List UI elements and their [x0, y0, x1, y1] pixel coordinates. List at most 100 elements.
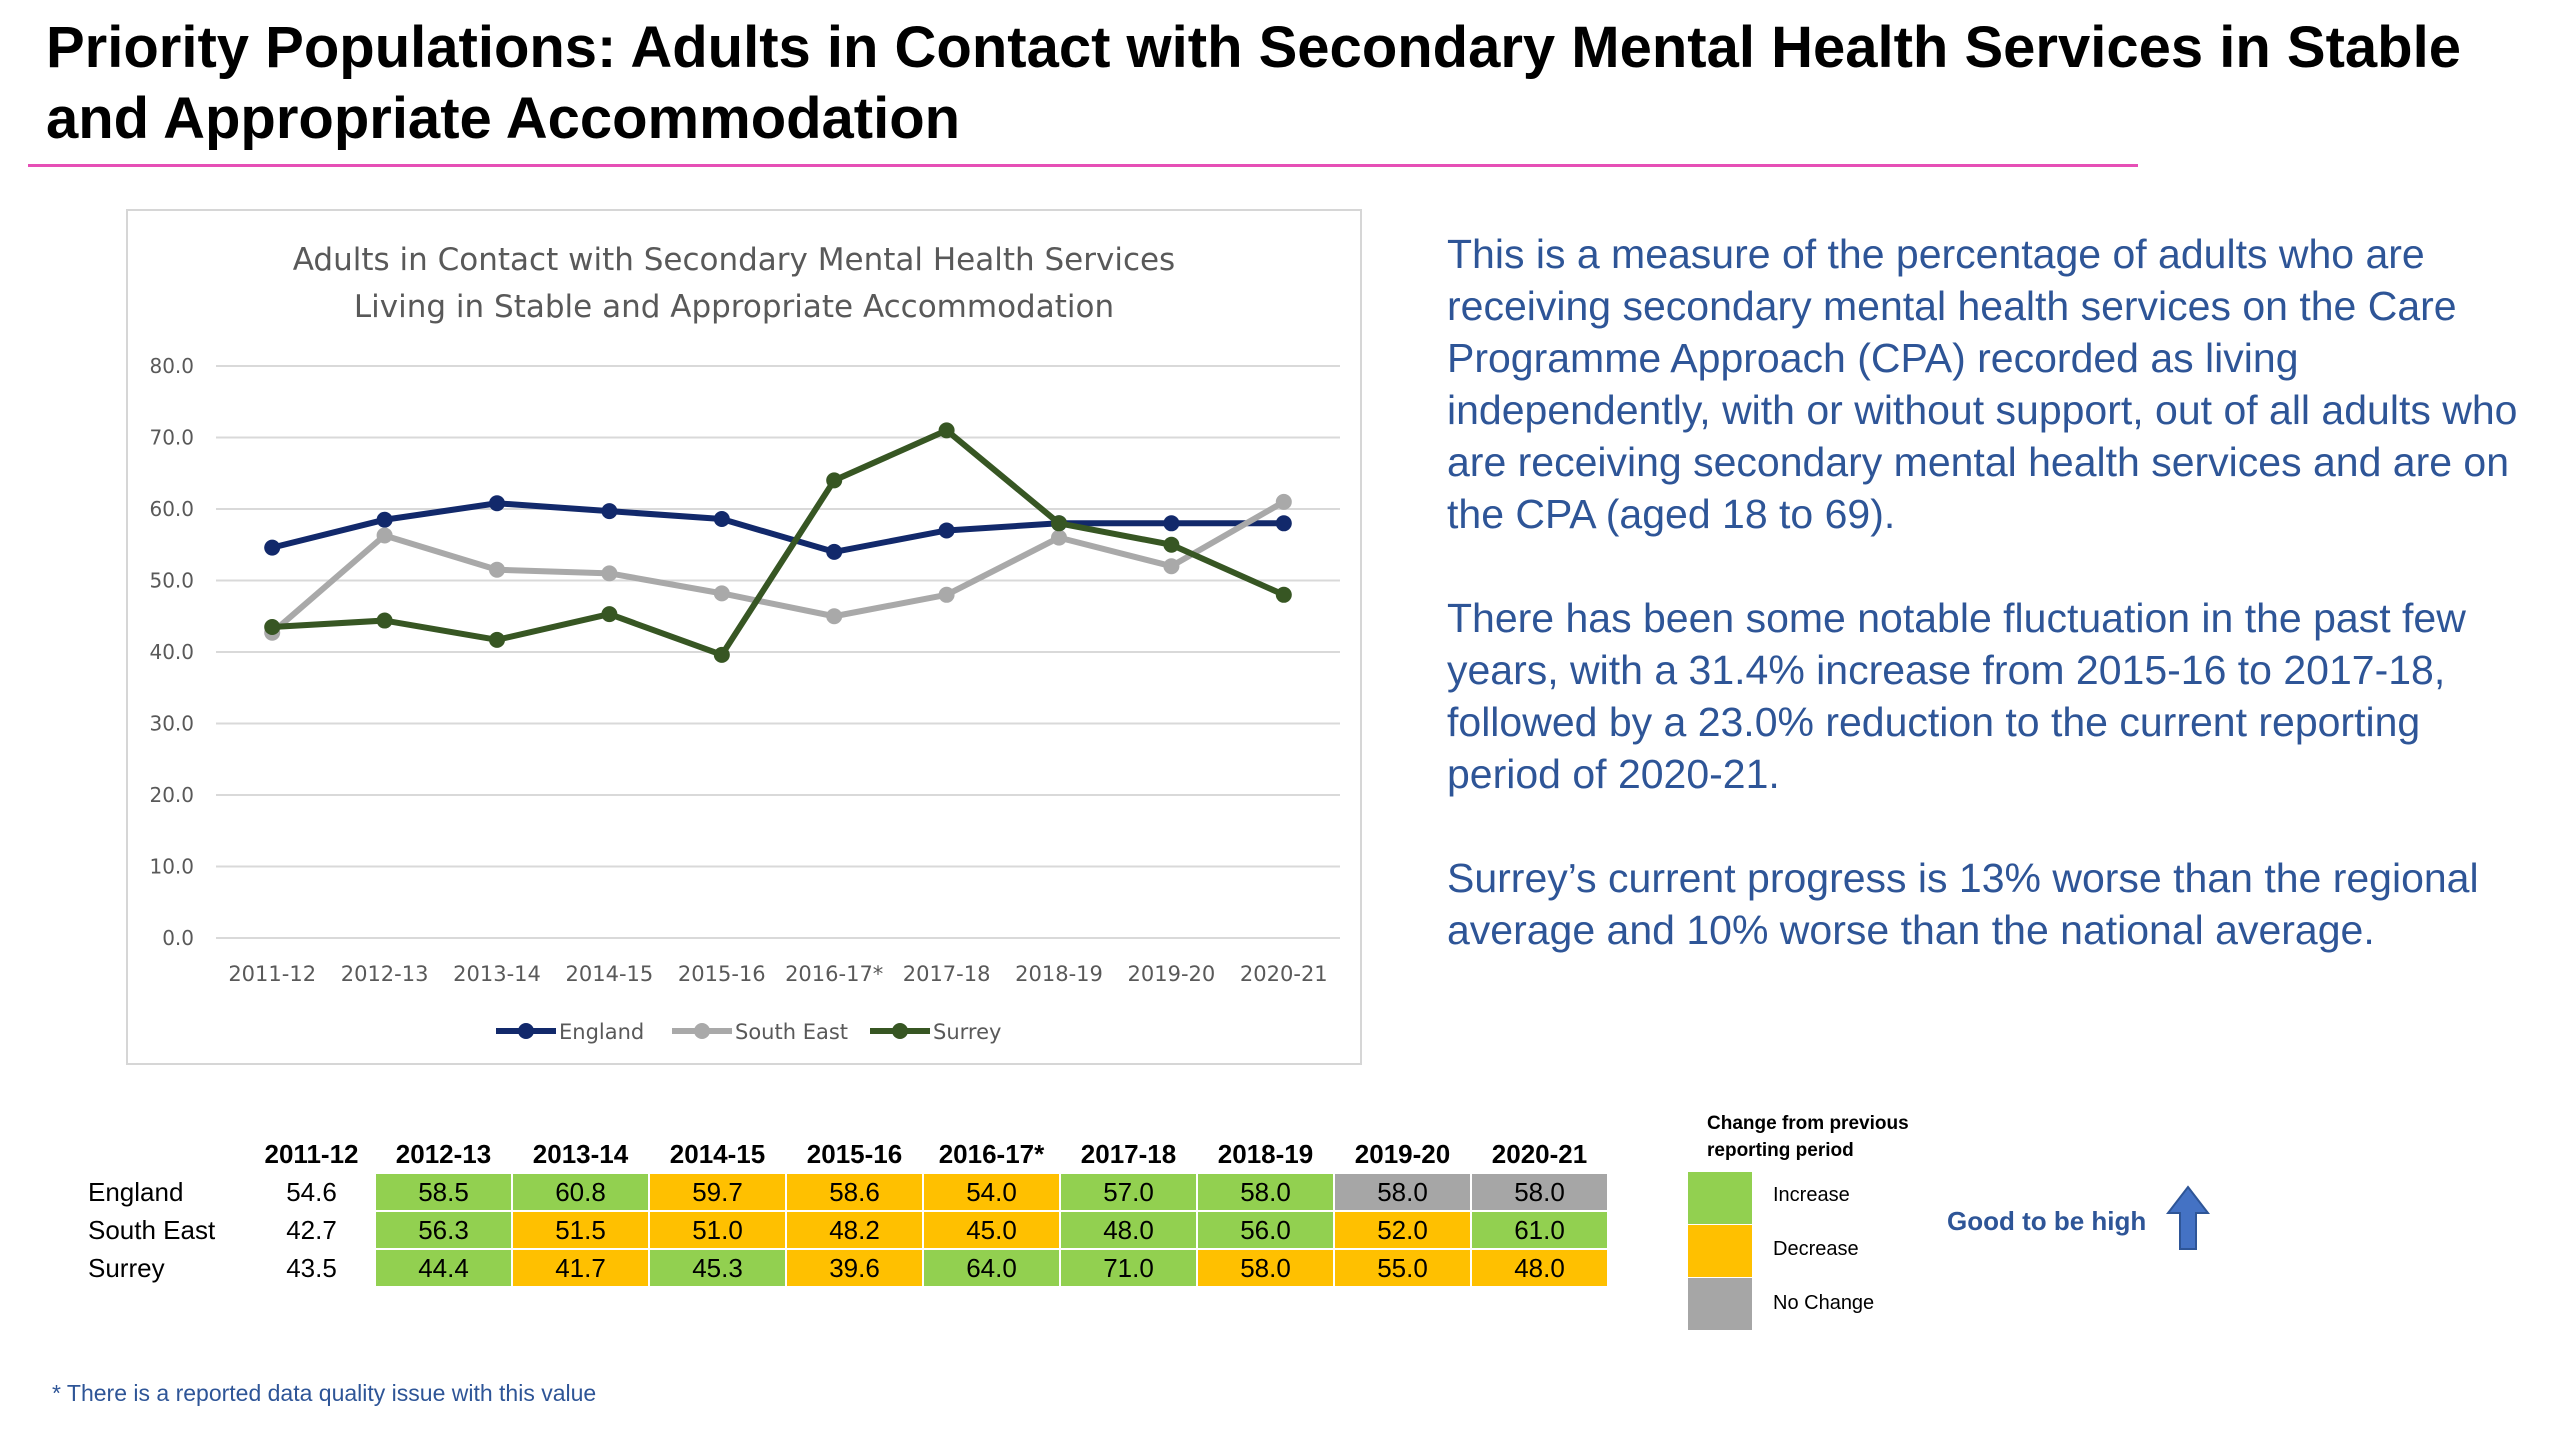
table-cell: 45.0 [924, 1212, 1059, 1248]
description: This is a measure of the percentage of a… [1447, 228, 2527, 1008]
description-paragraph-1: This is a measure of the percentage of a… [1447, 231, 2518, 537]
table-cell: 52.0 [1335, 1212, 1470, 1248]
x-tick-label: 2020-21 [1240, 962, 1328, 986]
x-tick-label: 2013-14 [453, 962, 541, 986]
table-header: 2015-16 [806, 1138, 903, 1169]
chart-title-line-1: Adults in Contact with Secondary Mental … [293, 242, 1175, 278]
y-tick-label: 40.0 [149, 640, 194, 664]
table-cell: 44.4 [376, 1250, 511, 1286]
data-point [713, 511, 730, 528]
table-cell: 58.0 [1198, 1250, 1333, 1286]
data-point [1163, 536, 1180, 553]
data-point [826, 608, 843, 625]
data-point [938, 522, 955, 539]
line-chart: Adults in Contact with Secondary Mental … [126, 209, 1362, 1065]
table-corner [80, 1136, 247, 1172]
key-increase-label: Increase [1773, 1184, 1850, 1206]
key-nochange-label: No Change [1773, 1292, 1875, 1314]
chart-title-line-2: Living in Stable and Appropriate Accommo… [354, 289, 1114, 325]
table-cell: 64.0 [924, 1250, 1059, 1286]
description-paragraph-3: Surrey’s current progress is 13% worse t… [1447, 855, 2479, 953]
x-tick-label: 2017-18 [903, 962, 991, 986]
chart-canvas: Adults in Contact with Secondary Mental … [149, 242, 1340, 1044]
page-title: Priority Populations: Adults in Contact … [46, 15, 2461, 151]
data-point [376, 612, 393, 629]
x-tick-label: 2015-16 [678, 962, 766, 986]
table-header: 2012-13 [395, 1138, 492, 1169]
title-divider [28, 164, 2138, 167]
y-tick-label: 20.0 [149, 783, 194, 807]
footnote: * There is a reported data quality issue… [52, 1380, 597, 1406]
y-tick-label: 80.0 [149, 354, 194, 378]
table-cell: 71.0 [1061, 1250, 1196, 1286]
legend-marker [892, 1023, 908, 1039]
data-point [713, 585, 730, 602]
y-tick-label: 30.0 [149, 712, 194, 736]
table-row: South East 42.7 56.3 51.5 51.0 48.2 45.0 48.0 56… [80, 1212, 1607, 1248]
data-point [376, 511, 393, 528]
table-cell: 45.3 [650, 1250, 785, 1286]
data-point [938, 586, 955, 603]
table-cell: 48.2 [787, 1212, 922, 1248]
data-point [1163, 558, 1180, 575]
table-cell: 54.6 [249, 1174, 374, 1210]
data-point [713, 646, 730, 663]
table-cell: 58.0 [1198, 1174, 1333, 1210]
legend-marker [694, 1023, 710, 1039]
data-point [1275, 493, 1292, 510]
table-cell: 55.0 [1335, 1250, 1470, 1286]
table-cell: 41.7 [513, 1250, 648, 1286]
series-line [271, 500, 1284, 555]
legend-label: England [559, 1020, 644, 1044]
data-point [489, 495, 505, 512]
table-cell: 42.7 [249, 1212, 374, 1248]
table-cell: 48.0 [1472, 1250, 1607, 1286]
x-tick-label: 2018-19 [1015, 962, 1103, 986]
table-cell: 60.8 [513, 1174, 648, 1210]
data-table: 2011-12 2012-13 2013-14 2014-15 2015-16 … [78, 1134, 1609, 1288]
data-point [826, 543, 843, 560]
y-tick-label: 0.0 [162, 926, 194, 950]
legend-marker [518, 1023, 534, 1039]
data-point [1275, 586, 1292, 603]
table-cell: 58.0 [1335, 1174, 1470, 1210]
table-row: Surrey 43.5 44.4 41.7 45.3 39.6 64.0 71.0 58.0 55… [80, 1250, 1607, 1286]
table-cell: 58.6 [787, 1174, 922, 1210]
table-cell: 48.0 [1061, 1212, 1196, 1248]
table-header: 2011-12 [264, 1138, 359, 1169]
table-cell: 51.5 [513, 1212, 648, 1248]
table-header: 2020-21 [1491, 1138, 1588, 1169]
y-tick-label: 70.0 [149, 426, 194, 450]
table-cell: 56.3 [376, 1212, 511, 1248]
table-header: 2016-17* [938, 1138, 1045, 1169]
data-point [489, 561, 505, 578]
table-row: England 54.6 58.5 60.8 59.7 58.6 54.0 57.0 58.0 5… [80, 1174, 1607, 1210]
table-header: 2013-14 [532, 1138, 629, 1169]
description-paragraph-2: There has been some notable fluctuation … [1447, 595, 2466, 797]
series-surrey [264, 422, 1292, 663]
data-point [1163, 515, 1180, 532]
table-cell: 58.5 [376, 1174, 511, 1210]
series-england [264, 495, 1292, 560]
good-to-be-high-label: Good to be high [1947, 1206, 2147, 1236]
data-point [264, 539, 281, 556]
data-point [601, 565, 618, 582]
table-header: 2014-15 [669, 1138, 766, 1169]
legend-entry: South East [672, 1020, 848, 1044]
y-tick-label: 60.0 [149, 497, 194, 521]
legend-label: Surrey [933, 1020, 1001, 1044]
x-tick-label: 2011-12 [228, 962, 316, 986]
data-point [1275, 515, 1292, 532]
data-point [601, 606, 618, 623]
data-point [376, 527, 393, 544]
table-cell: 43.5 [249, 1250, 374, 1286]
legend-entry: England [496, 1020, 644, 1044]
data-point [601, 503, 618, 520]
data-point [1051, 529, 1067, 546]
key-title: Change from previous reporting period [1707, 1113, 1909, 1161]
data-point [938, 422, 955, 439]
key-increase-swatch [1688, 1172, 1752, 1224]
table-cell: 58.0 [1472, 1174, 1607, 1210]
data-point [489, 631, 505, 648]
table-cell: 54.0 [924, 1174, 1059, 1210]
